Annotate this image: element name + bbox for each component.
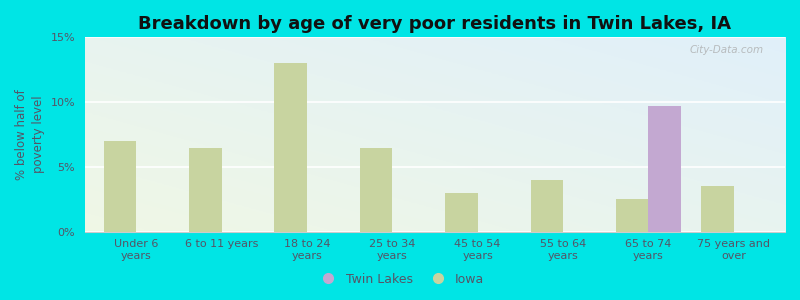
Bar <box>360 148 392 232</box>
Bar <box>616 200 648 232</box>
Bar <box>702 186 734 232</box>
Y-axis label: % below half of
poverty level: % below half of poverty level <box>15 89 45 180</box>
Title: Breakdown by age of very poor residents in Twin Lakes, IA: Breakdown by age of very poor residents … <box>138 15 731 33</box>
Bar <box>648 106 681 232</box>
Bar <box>445 193 478 232</box>
Bar <box>104 141 136 232</box>
Bar <box>274 63 307 232</box>
Bar <box>189 148 222 232</box>
Bar <box>530 180 563 232</box>
Text: City-Data.com: City-Data.com <box>690 45 764 55</box>
Legend: Twin Lakes, Iowa: Twin Lakes, Iowa <box>310 268 490 291</box>
